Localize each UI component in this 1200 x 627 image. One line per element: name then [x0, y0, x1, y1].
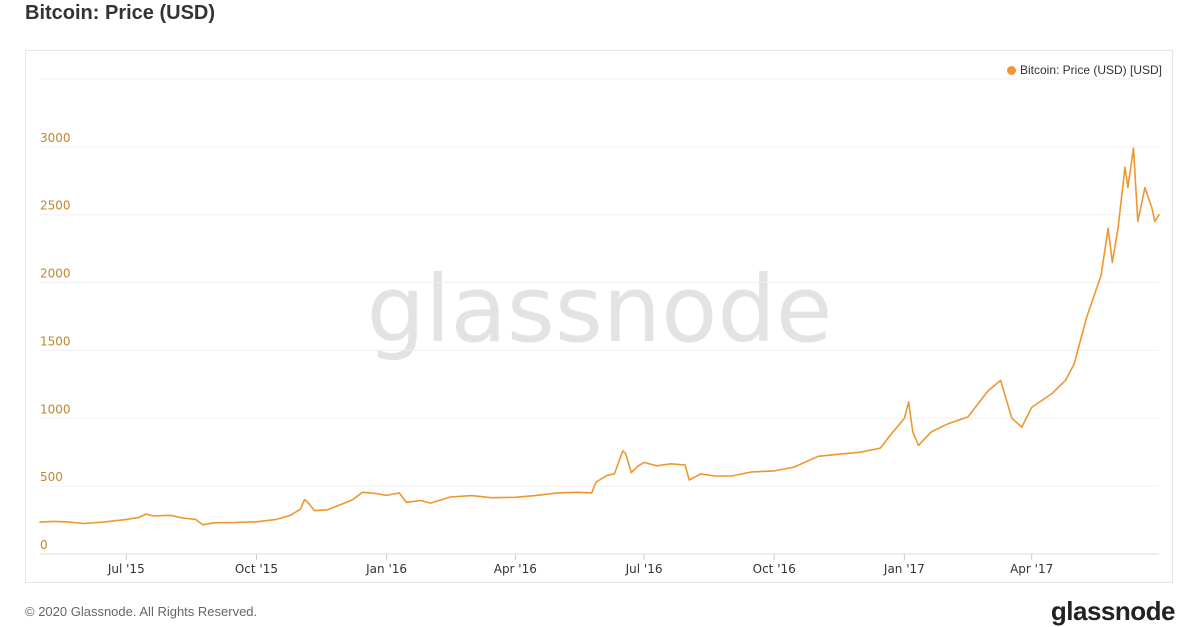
legend-label: Bitcoin: Price (USD) [USD] [1019, 63, 1162, 77]
brand-logo: glassnode [1050, 596, 1176, 626]
price-chart: glassnode 0 500 1000 1500 2000 2500 3000 Jul '15… [39, 78, 1160, 576]
legend[interactable]: Bitcoin: Price (USD) [USD] [1006, 63, 1162, 77]
x-tick-label: Jan '17 [883, 562, 925, 576]
legend-marker-icon [1006, 65, 1016, 75]
y-tick-label: 3000 [40, 131, 71, 145]
series-line [39, 147, 1160, 526]
y-tick-label: 500 [40, 470, 63, 484]
y-tick-label: 1000 [40, 402, 71, 416]
x-tick-label: Jan '16 [365, 562, 407, 576]
x-tick-label: Jul '15 [107, 562, 145, 576]
x-tick-label: Oct '15 [235, 562, 278, 576]
watermark: glassnode [367, 256, 833, 363]
y-tick-label: 2000 [40, 267, 71, 281]
x-tick-label: Apr '16 [494, 562, 537, 576]
x-tick-label: Apr '17 [1010, 562, 1053, 576]
y-tick-label: 0 [40, 538, 48, 552]
page-title: Bitcoin: Price (USD) [25, 2, 216, 24]
chart-container: glassnode 0 500 1000 1500 2000 2500 3000 Jul '15… [25, 50, 1173, 583]
y-tick-label: 1500 [40, 334, 71, 348]
x-tick-label: Jul '16 [625, 562, 663, 576]
x-tick-label: Oct '16 [753, 562, 796, 576]
y-tick-label: 2500 [40, 199, 71, 213]
copyright-text: © 2020 Glassnode. All Rights Reserved. [25, 604, 258, 619]
